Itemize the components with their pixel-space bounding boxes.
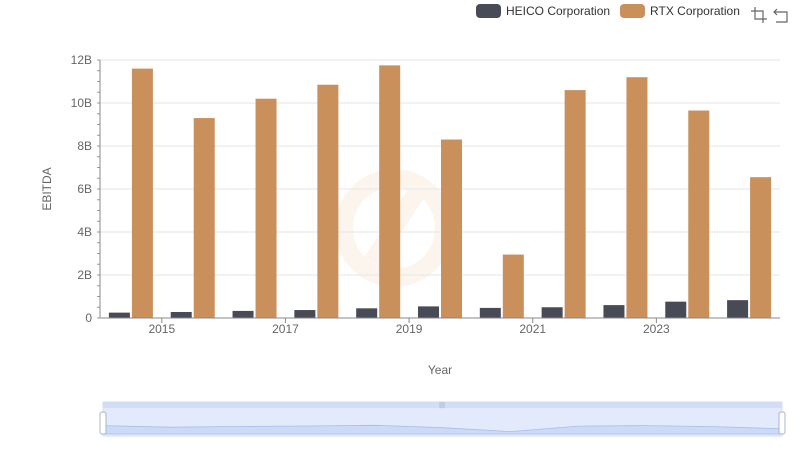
bar-heico-2018[interactable] <box>356 308 378 318</box>
x-tick-label: 2015 <box>148 322 175 336</box>
bar-heico-2017[interactable] <box>294 310 316 318</box>
y-tick-label: 6B <box>77 182 92 196</box>
x-axis-title: Year <box>428 363 452 377</box>
legend-item-rtx[interactable]: RTX Corporation <box>620 4 740 18</box>
x-tick-label: 2017 <box>272 322 299 336</box>
bar-rtx-2020[interactable] <box>502 254 524 318</box>
x-tick-label: 2021 <box>519 322 546 336</box>
zoom-icon[interactable] <box>750 6 768 24</box>
bars <box>108 65 772 319</box>
y-tick-label: 12B <box>71 53 92 67</box>
bar-heico-2014[interactable] <box>108 312 130 318</box>
bar-rtx-2016[interactable] <box>255 98 277 318</box>
bar-rtx-2021[interactable] <box>564 90 586 318</box>
x-tick-label: 2019 <box>396 322 423 336</box>
bar-heico-2021[interactable] <box>541 307 563 318</box>
y-tick-label: 2B <box>77 268 92 282</box>
bar-heico-2016[interactable] <box>232 310 254 318</box>
bar-heico-2022[interactable] <box>603 305 625 318</box>
bar-heico-2020[interactable] <box>479 307 501 318</box>
data-zoom-slider[interactable]: ||| <box>99 401 786 437</box>
bar-rtx-2019[interactable] <box>441 139 462 318</box>
toolbox <box>746 6 790 24</box>
legend-label-heico: HEICO Corporation <box>506 4 611 18</box>
zoom-preview-line <box>102 424 783 435</box>
bar-heico-2023[interactable] <box>665 301 687 318</box>
legend-label-rtx: RTX Corporation <box>650 4 740 18</box>
y-tick-label: 0 <box>85 311 92 325</box>
legend-swatch-rtx <box>620 4 646 18</box>
zoom-grip-icon[interactable]: ||| <box>439 402 445 409</box>
bar-rtx-2022[interactable] <box>626 77 648 318</box>
legend-swatch-heico <box>476 4 501 18</box>
y-tick-label: 8B <box>77 139 92 153</box>
bar-rtx-2015[interactable] <box>193 118 215 318</box>
legend-item-heico[interactable]: HEICO Corporation <box>476 4 610 18</box>
y-axis-title: EBITDA <box>40 167 54 210</box>
bar-heico-2024[interactable] <box>727 300 749 318</box>
y-tick-label: 4B <box>77 225 92 239</box>
zoom-handle-right[interactable] <box>778 411 786 435</box>
axes: 0 2B 4B 6B 8B 10B 12B 2015 2017 2019 2021 2023 <box>71 53 780 336</box>
legend: HEICO Corporation RTX Corporation <box>476 4 750 18</box>
zoom-handle-left[interactable] <box>99 411 107 435</box>
bar-rtx-2024[interactable] <box>750 177 772 318</box>
restore-icon[interactable] <box>772 6 790 24</box>
bar-heico-2019[interactable] <box>418 306 439 318</box>
zoom-slider-top-bar[interactable] <box>103 402 782 408</box>
bar-rtx-2023[interactable] <box>688 110 710 319</box>
x-tick-label: 2023 <box>643 322 670 336</box>
bar-rtx-2014[interactable] <box>131 68 153 318</box>
bar-heico-2015[interactable] <box>170 311 192 318</box>
y-tick-label: 10B <box>71 96 92 110</box>
bar-rtx-2018[interactable] <box>379 65 401 318</box>
bar-rtx-2017[interactable] <box>317 84 339 318</box>
